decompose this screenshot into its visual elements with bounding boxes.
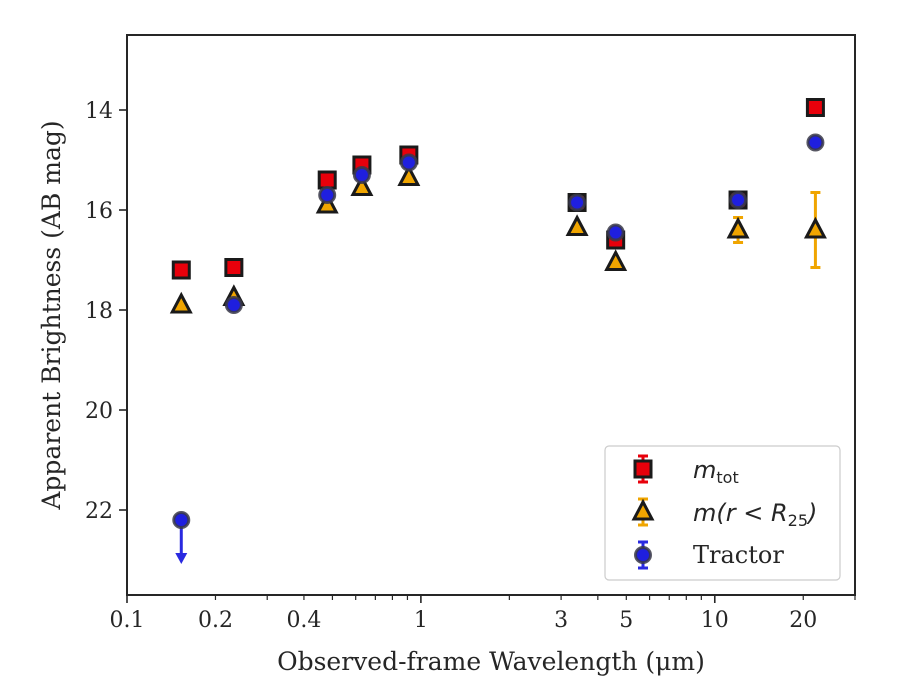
x-tick-label: 5 xyxy=(619,608,633,633)
legend-mr25-marker xyxy=(631,498,655,521)
y-ticks: 14 16 18 20 22 xyxy=(85,99,127,524)
legend-markers xyxy=(631,454,655,570)
series-mr25 xyxy=(169,164,827,314)
tractor-marker xyxy=(806,133,825,152)
mtot-marker xyxy=(805,98,825,117)
y-tick-label: 22 xyxy=(85,499,113,524)
tractor-marker xyxy=(172,511,191,529)
tractor-marker xyxy=(318,186,337,204)
mr25-marker xyxy=(604,249,628,271)
x-tick-label: 0.1 xyxy=(110,608,145,633)
mr25-marker xyxy=(726,216,750,239)
y-axis-title: Apparent Brightness (AB mag) xyxy=(37,120,66,510)
tractor-marker xyxy=(606,223,625,242)
y-tick-label: 14 xyxy=(85,99,113,124)
x-tick-label: 1 xyxy=(414,608,428,633)
tractor-marker xyxy=(352,166,371,184)
tractor-marker xyxy=(729,191,748,209)
x-tick-label: 10 xyxy=(701,608,729,633)
x-axis-title: Observed-frame Wavelength (μm) xyxy=(277,647,705,676)
legend-mr-prefix: m(r < R xyxy=(693,499,788,527)
mr25-marker xyxy=(565,214,589,236)
x-tick-label: 3 xyxy=(554,608,568,633)
data-marks xyxy=(169,98,827,564)
mtot-marker xyxy=(317,170,337,190)
legend-mr-sub: 25 xyxy=(788,511,808,530)
legend-label-mr25: m(r < R25) xyxy=(693,499,817,530)
tractor-upper-limit-arrow xyxy=(175,553,188,564)
tractor-marker xyxy=(568,193,587,212)
y-tick-label: 16 xyxy=(85,199,113,224)
x-tick-label: 20 xyxy=(789,608,817,633)
tractor-marker xyxy=(224,296,243,314)
x-ticks: 0.1 0.2 0.4 1 3 5 10 20 xyxy=(110,595,856,633)
legend-mtot-marker xyxy=(633,459,653,479)
y-tick-label: 18 xyxy=(85,299,113,324)
legend-mr-suffix: ) xyxy=(806,499,817,527)
legend-tractor-marker xyxy=(634,546,652,564)
legend-mtot-main: m xyxy=(693,456,716,484)
plot-frame xyxy=(126,34,856,596)
series-tractor xyxy=(172,133,825,564)
tractor-marker xyxy=(399,153,418,172)
x-tick-label: 0.2 xyxy=(198,608,233,633)
y-tick-label: 20 xyxy=(85,399,113,424)
legend-label-mtot: mtot xyxy=(693,456,739,487)
legend-mtot-sub: tot xyxy=(716,468,738,487)
mr25-marker xyxy=(169,291,193,314)
mtot-marker xyxy=(171,260,191,280)
legend-box xyxy=(604,445,841,581)
mtot-marker xyxy=(224,258,244,277)
mr25-marker xyxy=(350,174,374,196)
mr25-marker xyxy=(397,164,421,186)
legend-label-tractor: Tractor xyxy=(693,541,784,569)
mr25-marker xyxy=(803,216,827,239)
legend: mtot m(r < R25) Tractor xyxy=(604,445,841,581)
x-tick-label: 0.4 xyxy=(286,608,321,633)
